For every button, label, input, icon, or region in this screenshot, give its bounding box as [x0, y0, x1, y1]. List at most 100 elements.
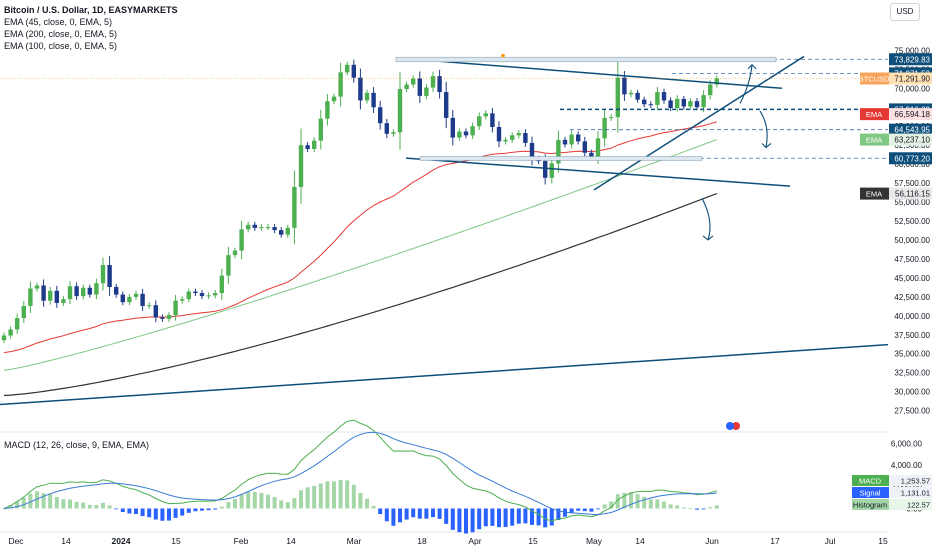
down-arrow: [759, 110, 772, 149]
candle-body: [562, 139, 568, 145]
candle-body: [305, 145, 310, 149]
ema45-tag: 66,594.18: [894, 110, 930, 119]
histogram-bar: [351, 484, 356, 509]
histogram-bar: [266, 494, 270, 509]
candle-body: [490, 113, 495, 127]
ema200-tag: 56,116.15: [895, 190, 931, 199]
histogram-bar: [252, 491, 257, 509]
candle-body: [54, 290, 59, 303]
indicator-lines: [3, 121, 718, 397]
time-tick-label: 14: [635, 536, 645, 546]
histogram-bar: [299, 490, 303, 509]
candle-body: [292, 186, 297, 228]
histogram-bar: [648, 499, 653, 509]
histogram-bar: [497, 508, 501, 528]
histogram-bar: [596, 508, 600, 510]
candle-body: [265, 227, 271, 229]
histogram-bar: [114, 508, 119, 510]
histogram-bar: [543, 508, 548, 528]
candles: [1, 59, 719, 344]
histogram-bar: [404, 508, 409, 520]
macd-legend: MACD (12, 26, close, 9, EMA, EMA): [4, 440, 150, 450]
candle-body: [463, 131, 469, 136]
histogram-bar: [318, 483, 323, 509]
histogram-bar: [345, 480, 350, 509]
candle-body: [483, 113, 488, 117]
histogram-bar: [305, 487, 310, 509]
candle-body: [1, 335, 7, 341]
candle-body: [371, 92, 376, 108]
macd-value: 1,131.01: [901, 489, 930, 498]
grid: [0, 431, 888, 533]
candle-body: [642, 99, 647, 105]
histogram-bar: [2, 508, 6, 510]
time-tick-label: Mar: [347, 536, 362, 546]
histogram-bar: [8, 505, 13, 509]
candle-body: [675, 98, 680, 109]
histogram-bar: [464, 508, 468, 534]
candle-body: [496, 126, 502, 142]
histogram-bar: [153, 508, 158, 520]
candle-body: [589, 152, 594, 157]
histogram-bar: [668, 504, 673, 509]
time-tick-label: Apr: [468, 536, 481, 546]
histogram-bar: [371, 506, 376, 509]
histogram-bar: [655, 499, 660, 509]
price-tick-label: 52,500.00: [894, 217, 930, 226]
candle-body: [114, 287, 119, 295]
ema200-tag-bg: [889, 187, 932, 200]
histogram-bar: [688, 508, 693, 509]
candle-body: [470, 126, 475, 136]
candle-body: [312, 140, 317, 149]
currency-button[interactable]: USD: [890, 3, 920, 21]
candle-body: [556, 139, 561, 164]
histogram-bar: [193, 508, 198, 512]
histogram-bar: [576, 508, 581, 511]
candle-body: [147, 305, 152, 307]
current-price-tag-label: BTCUSD: [859, 74, 890, 83]
annotations: [0, 53, 889, 430]
candle-body: [232, 250, 238, 256]
histogram-bar: [556, 508, 561, 521]
macd-value-bg: [889, 475, 932, 486]
histogram-bar: [411, 508, 416, 518]
candle-body: [206, 295, 211, 297]
time-tick-label: 17: [770, 536, 780, 546]
candle-body: [48, 290, 53, 301]
candle-body: [364, 92, 370, 101]
histogram-bar: [338, 479, 343, 509]
histogram-bar: [200, 508, 204, 511]
histogram-bar: [186, 508, 191, 513]
candle-body: [543, 161, 548, 178]
price-tick-label: 35,000.00: [894, 350, 930, 359]
histogram-bar: [259, 492, 264, 509]
histogram-bar: [28, 493, 33, 509]
histogram-bar: [622, 492, 627, 509]
event-flag-icon: [726, 422, 734, 430]
histogram-bar: [87, 504, 92, 509]
candle-body: [708, 84, 713, 96]
candle-body: [444, 92, 449, 118]
ema100-tag-label-bg: [860, 133, 889, 146]
macd-value-bg: [889, 487, 932, 498]
current-price-tag-label-bg: [860, 72, 889, 85]
candle-body: [21, 305, 26, 319]
time-tick-label: 18: [417, 536, 427, 546]
histogram-bar: [54, 496, 59, 509]
chart-legend: Bitcoin / U.S. Dollar, 1D, EASYMARKETS E…: [4, 4, 178, 52]
candle-body: [34, 285, 40, 289]
candle-body: [325, 101, 330, 119]
candle-body: [391, 132, 396, 134]
price-tick-label: 32,500.00: [894, 369, 930, 378]
histogram-bar: [470, 508, 475, 533]
ema100-tag: 63,237.10: [894, 136, 930, 145]
price-tick-label: 40,000.00: [894, 312, 930, 321]
lower-channel-line: [405, 157, 791, 187]
histogram-bar: [285, 502, 290, 509]
time-tick-label: May: [586, 536, 603, 546]
price-tick-label: 30,000.00: [894, 388, 930, 397]
time-tick-label: Feb: [234, 536, 249, 546]
histogram-bar: [549, 508, 554, 526]
candle-body: [688, 101, 693, 107]
